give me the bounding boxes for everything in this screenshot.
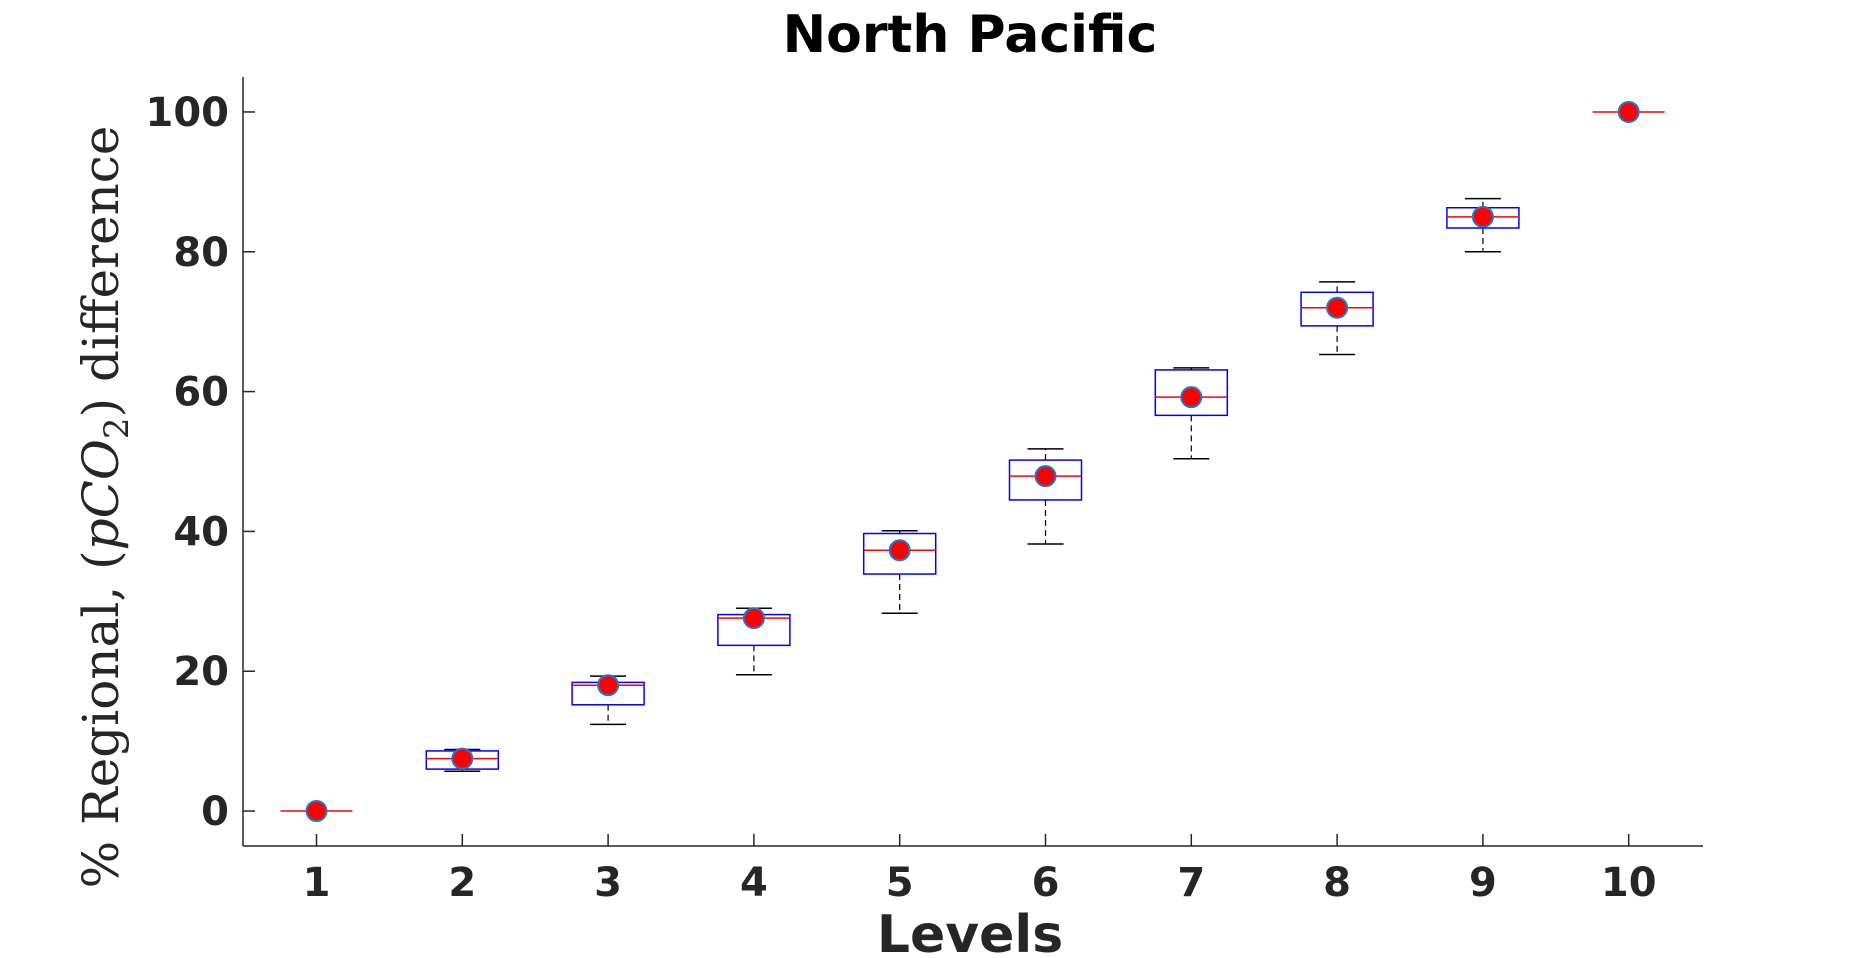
- y-tick-label: 20: [173, 649, 229, 695]
- box: [1154, 369, 1229, 417]
- x-tick-label: 8: [1323, 860, 1351, 906]
- y-ticks: 0 20 40 60 80 100: [146, 90, 255, 835]
- y-axis-label-variable: pCO: [72, 439, 130, 550]
- box-level-9: [1446, 197, 1520, 253]
- x-tick-label: 6: [1032, 860, 1060, 906]
- box-level-5: [862, 529, 937, 614]
- box-level-10: [1592, 100, 1665, 123]
- mean-marker: [1180, 386, 1203, 409]
- box-level-6: [1008, 448, 1083, 545]
- box-level-2: [425, 747, 500, 772]
- mean-marker: [305, 800, 328, 823]
- y-axis-label-subscript: 2: [97, 417, 137, 439]
- mean-marker: [1326, 296, 1349, 319]
- box-level-7: [1154, 367, 1229, 460]
- chart-title: North Pacific: [783, 5, 1158, 65]
- x-ticks: 1 2 3 4 5 6 7 8 9 10: [303, 834, 1657, 906]
- x-tick-label: 3: [594, 860, 622, 906]
- mean-marker: [1471, 205, 1494, 228]
- x-tick-label: 2: [448, 860, 476, 906]
- mean-marker: [1034, 465, 1057, 488]
- y-axis-label-suffix: ) difference: [72, 126, 130, 418]
- x-tick-label: 10: [1601, 860, 1657, 906]
- box-level-1: [280, 800, 353, 823]
- y-tick-label: 80: [173, 230, 229, 276]
- box-level-8: [1300, 281, 1374, 356]
- y-axis-label-prefix: % Regional, (: [72, 550, 130, 888]
- y-tick-label: 60: [173, 370, 229, 416]
- mean-marker: [597, 674, 620, 697]
- x-axis-label: Levels: [877, 905, 1063, 958]
- x-tick-label: 9: [1469, 860, 1497, 906]
- box: [1300, 291, 1374, 327]
- box: [862, 532, 937, 575]
- box-level-4: [717, 607, 791, 676]
- y-tick-label: 40: [173, 509, 229, 555]
- y-tick-label: 100: [146, 90, 230, 136]
- mean-marker: [742, 607, 765, 630]
- mean-marker: [1617, 100, 1640, 123]
- axes: [242, 77, 1703, 847]
- y-axis-label: % Regional, (pCO2) difference: [72, 126, 137, 889]
- y-tick-label: 0: [201, 789, 229, 835]
- x-tick-label: 5: [886, 860, 914, 906]
- box: [1008, 459, 1083, 501]
- mean-marker: [451, 747, 474, 770]
- box-plots: [280, 100, 1665, 823]
- x-tick-label: 7: [1177, 860, 1205, 906]
- mean-marker: [888, 539, 911, 562]
- x-tick-label: 1: [303, 860, 331, 906]
- box-level-3: [571, 674, 645, 726]
- x-tick-label: 4: [740, 860, 768, 906]
